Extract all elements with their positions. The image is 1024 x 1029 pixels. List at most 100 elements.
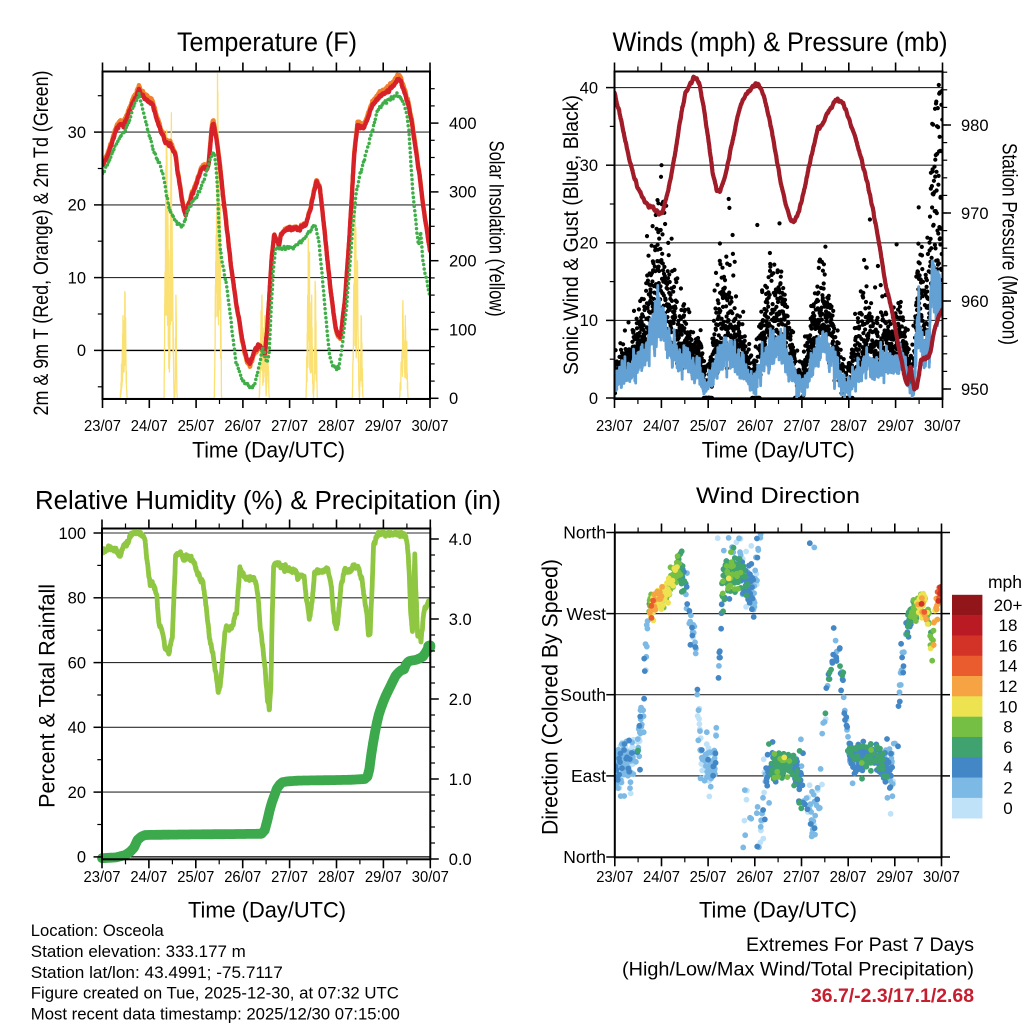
svg-text:Location: Osceola: Location: Osceola xyxy=(31,921,165,940)
svg-text:980: 980 xyxy=(961,117,989,135)
svg-text:East: East xyxy=(571,766,606,786)
svg-text:27/07: 27/07 xyxy=(271,869,308,886)
svg-text:Direction (Colored By Speed): Direction (Colored By Speed) xyxy=(538,559,563,835)
svg-text:100: 100 xyxy=(58,525,86,543)
svg-text:80: 80 xyxy=(68,590,86,608)
svg-text:29/07: 29/07 xyxy=(877,418,914,435)
svg-text:Most recent data timestamp: 20: Most recent data timestamp: 2025/12/30 0… xyxy=(31,1005,400,1024)
svg-text:27/07: 27/07 xyxy=(271,418,308,435)
svg-text:23/07: 23/07 xyxy=(596,418,633,435)
svg-text:Station lat/lon: 43.4991; -75.: Station lat/lon: 43.4991; -75.7117 xyxy=(31,963,283,982)
svg-text:24/07: 24/07 xyxy=(130,869,167,886)
svg-text:29/07: 29/07 xyxy=(365,418,402,435)
svg-text:South: South xyxy=(560,685,606,705)
svg-text:30: 30 xyxy=(580,157,598,175)
svg-text:40: 40 xyxy=(580,79,598,97)
svg-text:29/07: 29/07 xyxy=(365,869,402,886)
svg-text:25/07: 25/07 xyxy=(690,418,727,435)
svg-text:(High/Low/Max Wind/Total Preci: (High/Low/Max Wind/Total Precipitation) xyxy=(622,959,974,981)
svg-text:3.0: 3.0 xyxy=(449,611,472,629)
svg-text:0: 0 xyxy=(449,390,458,408)
svg-text:24/07: 24/07 xyxy=(643,869,680,886)
svg-text:26/07: 26/07 xyxy=(736,869,773,886)
svg-text:200: 200 xyxy=(449,253,477,271)
svg-text:Relative Humidity (%) & Precip: Relative Humidity (%) & Precipitation (i… xyxy=(35,487,501,515)
svg-text:Sonic Wind & Gust (Blue, Black: Sonic Wind & Gust (Blue, Black) xyxy=(559,95,583,375)
svg-text:28/07: 28/07 xyxy=(830,869,867,886)
svg-text:27/07: 27/07 xyxy=(783,869,820,886)
svg-text:26/07: 26/07 xyxy=(224,869,261,886)
svg-text:Percent & Total Rainfall: Percent & Total Rainfall xyxy=(35,584,60,808)
svg-text:0: 0 xyxy=(1003,799,1012,818)
svg-text:20: 20 xyxy=(68,197,86,215)
svg-text:24/07: 24/07 xyxy=(131,418,168,435)
svg-text:20: 20 xyxy=(68,784,86,802)
svg-text:30/07: 30/07 xyxy=(924,418,961,435)
svg-text:26/07: 26/07 xyxy=(737,418,774,435)
svg-text:20+: 20+ xyxy=(994,596,1023,615)
svg-text:North: North xyxy=(563,523,606,543)
svg-text:2m & 9m T (Red, Orange) & 2m T: 2m & 9m T (Red, Orange) & 2m Td (Green) xyxy=(29,71,53,416)
svg-text:16: 16 xyxy=(999,636,1018,655)
svg-text:18: 18 xyxy=(999,616,1018,635)
svg-text:Wind Direction: Wind Direction xyxy=(696,483,860,508)
svg-text:30: 30 xyxy=(68,124,86,142)
svg-text:2: 2 xyxy=(1003,779,1012,798)
svg-text:4.0: 4.0 xyxy=(449,531,472,549)
svg-text:6: 6 xyxy=(1003,738,1012,757)
svg-text:30/07: 30/07 xyxy=(412,418,449,435)
svg-text:0: 0 xyxy=(589,390,598,408)
svg-text:26/07: 26/07 xyxy=(224,418,261,435)
svg-text:2.0: 2.0 xyxy=(449,691,472,709)
svg-text:0: 0 xyxy=(77,849,86,867)
svg-text:North: North xyxy=(563,847,606,867)
svg-text:970: 970 xyxy=(961,205,989,223)
svg-text:Station Pressure (Maroon): Station Pressure (Maroon) xyxy=(998,143,1022,345)
svg-text:12: 12 xyxy=(999,677,1018,696)
svg-text:950: 950 xyxy=(961,381,989,399)
svg-text:20: 20 xyxy=(580,235,598,253)
svg-text:Station elevation: 333.177 m: Station elevation: 333.177 m xyxy=(31,942,246,961)
svg-text:30/07: 30/07 xyxy=(412,869,449,886)
svg-text:29/07: 29/07 xyxy=(876,869,913,886)
svg-text:Figure created on Tue, 2025-12: Figure created on Tue, 2025-12-30, at 07… xyxy=(31,984,399,1003)
svg-text:1.0: 1.0 xyxy=(449,771,472,789)
svg-text:Solar Insolation (Yellow): Solar Insolation (Yellow) xyxy=(485,141,509,317)
svg-text:400: 400 xyxy=(449,115,477,133)
svg-text:10: 10 xyxy=(999,697,1018,716)
svg-text:28/07: 28/07 xyxy=(830,418,867,435)
svg-text:Winds (mph) & Pressure (mb): Winds (mph) & Pressure (mb) xyxy=(613,27,948,57)
svg-text:25/07: 25/07 xyxy=(178,418,215,435)
svg-text:14: 14 xyxy=(999,657,1018,676)
svg-text:36.7/-2.3/17.1/2.68: 36.7/-2.3/17.1/2.68 xyxy=(811,985,974,1007)
svg-text:23/07: 23/07 xyxy=(84,418,121,435)
svg-text:4: 4 xyxy=(1003,758,1012,777)
svg-text:Time (Day/UTC): Time (Day/UTC) xyxy=(699,898,857,923)
svg-text:40: 40 xyxy=(68,719,86,737)
svg-text:Extremes For Past 7 Days: Extremes For Past 7 Days xyxy=(746,934,974,956)
svg-text:28/07: 28/07 xyxy=(318,869,355,886)
svg-text:Time (Day/UTC): Time (Day/UTC) xyxy=(702,438,855,463)
svg-text:Time (Day/UTC): Time (Day/UTC) xyxy=(192,438,345,463)
svg-text:10: 10 xyxy=(580,312,598,330)
svg-text:Time (Day/UTC): Time (Day/UTC) xyxy=(188,898,346,923)
svg-text:0.0: 0.0 xyxy=(449,851,472,869)
svg-text:mph: mph xyxy=(988,572,1022,592)
svg-text:24/07: 24/07 xyxy=(643,418,680,435)
svg-text:25/07: 25/07 xyxy=(177,869,214,886)
svg-text:8: 8 xyxy=(1003,718,1012,737)
svg-text:30/07: 30/07 xyxy=(923,869,960,886)
svg-text:28/07: 28/07 xyxy=(318,418,355,435)
svg-text:23/07: 23/07 xyxy=(84,869,121,886)
svg-text:300: 300 xyxy=(449,184,477,202)
svg-text:23/07: 23/07 xyxy=(596,869,633,886)
svg-text:60: 60 xyxy=(68,654,86,672)
svg-text:10: 10 xyxy=(68,269,86,287)
svg-text:960: 960 xyxy=(961,293,989,311)
svg-text:Temperature (F): Temperature (F) xyxy=(177,27,357,57)
svg-text:27/07: 27/07 xyxy=(783,418,820,435)
svg-text:0: 0 xyxy=(77,342,86,360)
svg-text:100: 100 xyxy=(449,321,477,339)
svg-text:25/07: 25/07 xyxy=(690,869,727,886)
svg-text:West: West xyxy=(566,604,606,624)
